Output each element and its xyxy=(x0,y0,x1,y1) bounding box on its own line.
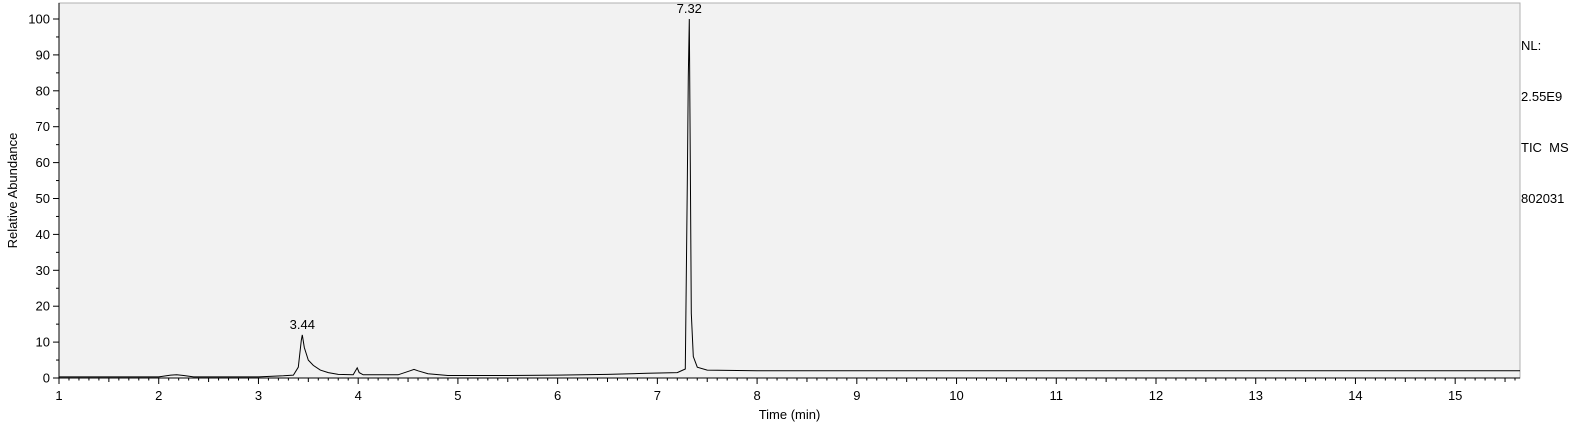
peak-label: 3.44 xyxy=(290,317,315,332)
y-tick-label: 40 xyxy=(36,227,50,242)
x-tick-label: 3 xyxy=(255,388,262,403)
x-tick-label: 11 xyxy=(1050,388,1064,403)
x-tick-label: 14 xyxy=(1348,388,1362,403)
x-tick-label: 15 xyxy=(1448,388,1462,403)
y-tick-label: 0 xyxy=(43,371,50,386)
y-tick-label: 60 xyxy=(36,155,50,170)
peak-labels: 3.44 7.32 xyxy=(290,1,702,332)
y-tick-label: 30 xyxy=(36,263,50,278)
y-tick-label: 50 xyxy=(36,191,50,206)
plot-area xyxy=(58,2,1521,379)
x-tick-label: 8 xyxy=(753,388,760,403)
x-tick-label: 5 xyxy=(454,388,461,403)
x-axis-title: Time (min) xyxy=(759,407,821,422)
y-tick-label: 90 xyxy=(36,47,50,62)
x-tick-label: 13 xyxy=(1248,388,1262,403)
y-axis-ticks: 0 10 20 30 40 50 60 70 80 90 100 xyxy=(28,12,59,386)
x-tick-label: 10 xyxy=(949,388,963,403)
nl-value: 2.55E9 xyxy=(1521,89,1563,104)
x-tick-label: 7 xyxy=(654,388,661,403)
peak-label: 7.32 xyxy=(677,1,702,16)
x-tick-label: 4 xyxy=(355,388,362,403)
nl-label: NL: xyxy=(1521,38,1542,53)
file-id: 802031 xyxy=(1521,191,1565,206)
y-axis-title: Relative Abundance xyxy=(5,133,20,249)
x-tick-label: 12 xyxy=(1149,388,1163,403)
y-tick-label: 10 xyxy=(36,335,50,350)
x-axis-ticks: 1 2 3 4 5 6 7 8 9 10 11 12 13 14 15 xyxy=(55,378,1516,403)
x-tick-label: 1 xyxy=(55,388,62,403)
y-tick-label: 100 xyxy=(28,12,50,27)
trace-info-panel: NL: 2.55E9 TIC MS 802031 xyxy=(1521,3,1569,224)
y-tick-label: 80 xyxy=(36,83,50,98)
trace-label: TIC MS xyxy=(1521,140,1569,155)
x-tick-label: 9 xyxy=(853,388,860,403)
y-tick-label: 20 xyxy=(36,299,50,314)
x-tick-label: 2 xyxy=(155,388,162,403)
x-tick-label: 6 xyxy=(554,388,561,403)
y-tick-label: 70 xyxy=(36,119,50,134)
tic-trace-line xyxy=(59,18,1520,378)
